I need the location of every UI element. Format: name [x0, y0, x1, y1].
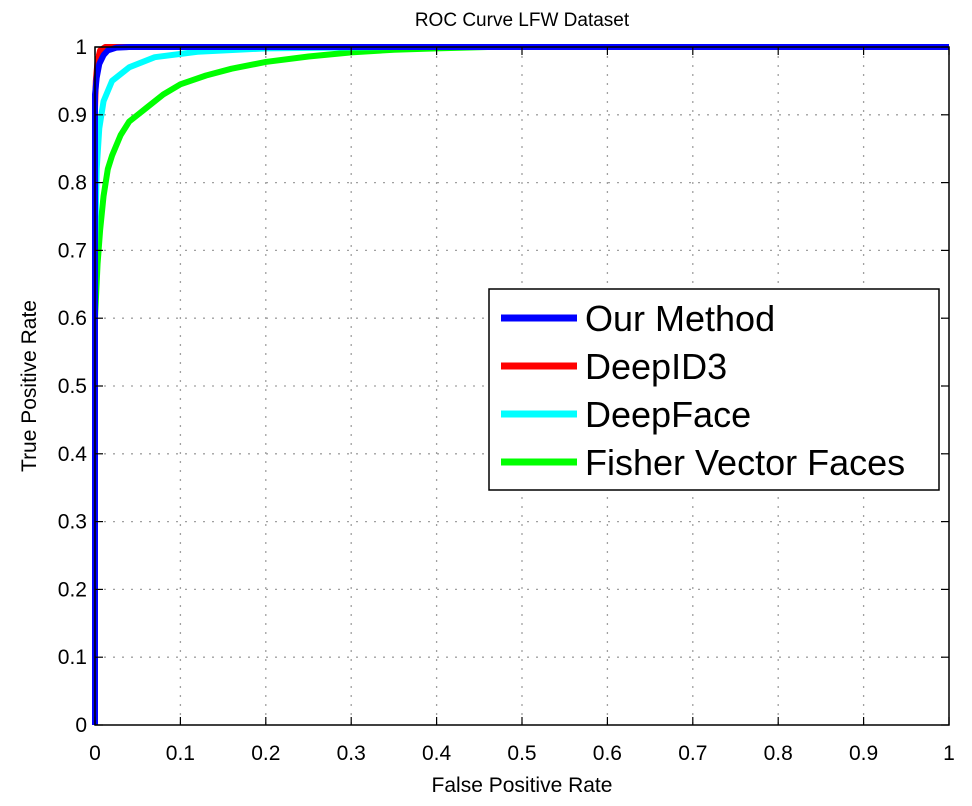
- x-tick-label: 0.9: [849, 742, 878, 765]
- y-tick-label: 0: [75, 714, 87, 737]
- y-axis-label: True Positive Rate: [18, 300, 41, 472]
- y-tick-label: 0.6: [58, 307, 87, 330]
- y-tick-label: 0.5: [58, 375, 87, 398]
- legend-label: DeepID3: [585, 346, 727, 387]
- x-tick-label: 0: [89, 742, 101, 765]
- legend-box: [488, 288, 940, 491]
- y-tick-label: 0.3: [58, 511, 87, 534]
- y-tick-label: 0.7: [58, 239, 87, 262]
- legend-label: DeepFace: [585, 394, 751, 435]
- x-tick-label: 0.3: [337, 742, 366, 765]
- x-tick-label: 0.1: [166, 742, 195, 765]
- x-tick-label: 0.8: [764, 742, 793, 765]
- x-axis-label: False Positive Rate: [432, 774, 613, 797]
- legend-label: Fisher Vector Faces: [585, 442, 905, 483]
- x-tick-label: 1: [943, 742, 955, 765]
- y-tick-label: 1: [75, 36, 87, 59]
- legend: Our Method DeepID3 DeepFace Fisher Vector F…: [488, 288, 940, 491]
- legend-label: Our Method: [585, 298, 775, 339]
- x-tick-label: 0.5: [507, 742, 536, 765]
- y-tick-label: 0.1: [58, 646, 87, 669]
- series-line-fisher-vector-faces: [92, 44, 949, 725]
- y-tick-label: 0.2: [58, 578, 87, 601]
- y-tick-label: 0.4: [58, 443, 88, 466]
- x-tick-label: 0.4: [422, 742, 452, 765]
- chart-title: ROC Curve LFW Dataset: [415, 10, 630, 31]
- y-tick-label: 0.8: [58, 172, 87, 195]
- x-tick-label: 0.2: [251, 742, 280, 765]
- y-tick-label: 0.9: [58, 104, 87, 127]
- tick-layer: 0 0.1 0.2 0.3 0.4 0.5 0.6 0.7 0.8 0.9 1 0 0.1 0.2 0.3 0…: [58, 36, 955, 765]
- x-tick-label: 0.7: [678, 742, 707, 765]
- x-tick-label: 0.6: [593, 742, 622, 765]
